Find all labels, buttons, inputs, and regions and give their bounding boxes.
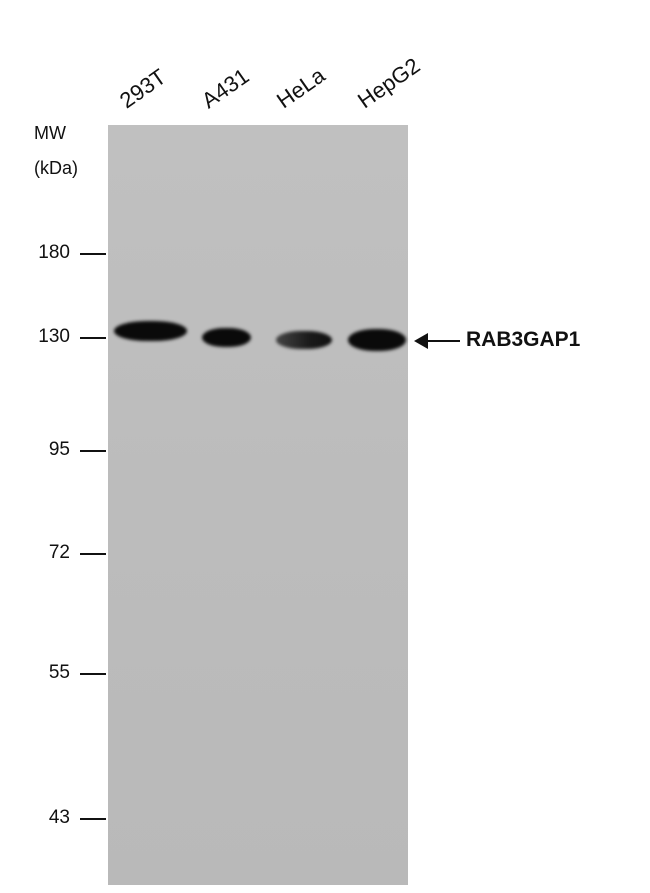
- marker-tick: [80, 818, 106, 820]
- marker-95: 95: [48, 439, 70, 460]
- band-293t: [114, 321, 187, 341]
- band-a431: [202, 328, 251, 347]
- marker-tick: [80, 673, 106, 675]
- target-label: RAB3GAP1: [466, 328, 581, 351]
- marker-tick: [80, 337, 106, 339]
- marker-tick: [80, 553, 106, 555]
- marker-180: 180: [38, 242, 70, 263]
- mw-header: MW: [34, 123, 66, 143]
- marker-130: 130: [38, 326, 70, 347]
- kda-header: (kDa): [34, 158, 78, 178]
- lane-label-hela: HeLa: [272, 62, 330, 114]
- marker-tick: [80, 450, 106, 452]
- lane-label-293t: 293T: [115, 63, 171, 114]
- marker-tick: [80, 253, 106, 255]
- arrow-left-icon: [414, 333, 460, 349]
- marker-43: 43: [48, 807, 70, 828]
- lane-label-hepg2: HepG2: [353, 52, 425, 114]
- marker-72: 72: [48, 542, 70, 563]
- band-hepg2: [348, 329, 406, 351]
- band-hela: [276, 331, 332, 349]
- lane-label-a431: A431: [197, 63, 254, 114]
- blot-membrane: [108, 125, 408, 885]
- marker-55: 55: [48, 662, 70, 683]
